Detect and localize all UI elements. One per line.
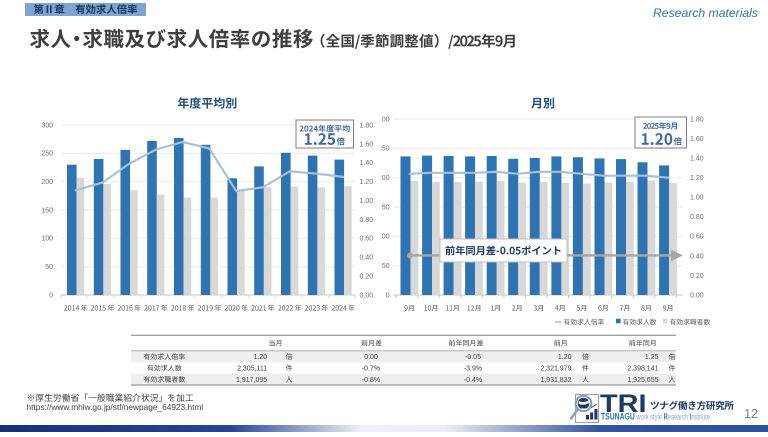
svg-text:0.00: 0.00 [690, 292, 704, 299]
svg-text:1.80: 1.80 [690, 116, 704, 123]
svg-text:1,917,095: 1,917,095 [236, 377, 267, 384]
svg-text:1.60: 1.60 [690, 136, 704, 143]
svg-text:1.20: 1.20 [558, 354, 572, 361]
svg-text:200: 200 [41, 179, 53, 186]
svg-text:1.40: 1.40 [360, 160, 374, 167]
svg-text:1.25: 1.25 [645, 354, 659, 361]
svg-text:1.20: 1.20 [360, 179, 374, 186]
svg-text:1.20: 1.20 [690, 175, 704, 182]
svg-text:150: 150 [41, 207, 53, 214]
svg-text:2,398,141: 2,398,141 [627, 366, 658, 373]
svg-text:0.00: 0.00 [364, 354, 378, 361]
svg-text:-0.7%: -0.7% [362, 366, 380, 373]
svg-text:0.80: 0.80 [690, 214, 704, 221]
svg-text:0.00: 0.00 [360, 292, 374, 299]
svg-text:1.00: 1.00 [360, 198, 374, 205]
svg-text:0.80: 0.80 [360, 217, 374, 224]
svg-text:0.20: 0.20 [360, 274, 374, 281]
svg-text:1,925,655: 1,925,655 [627, 377, 658, 384]
svg-text:https://www.mhlw.go.jp/stf/new: https://www.mhlw.go.jp/stf/newpage_64923… [27, 402, 204, 412]
svg-text:300: 300 [41, 122, 53, 129]
svg-text:250: 250 [41, 151, 53, 158]
svg-text:12: 12 [744, 407, 758, 421]
svg-text:50: 50 [382, 146, 390, 153]
svg-text:Research materials: Research materials [653, 6, 758, 20]
svg-text:1.40: 1.40 [690, 156, 704, 163]
svg-text:1.60: 1.60 [360, 141, 374, 148]
svg-text:00: 00 [382, 175, 390, 182]
svg-text:-3.9%: -3.9% [464, 366, 482, 373]
svg-text:0.60: 0.60 [360, 236, 374, 243]
svg-text:0.20: 0.20 [690, 273, 704, 280]
svg-text:-0.05: -0.05 [465, 354, 481, 361]
svg-text:1.20: 1.20 [254, 354, 268, 361]
svg-text:-0.4%: -0.4% [464, 377, 482, 384]
svg-text:1.00: 1.00 [690, 195, 704, 202]
svg-text:TRI: TRI [600, 390, 647, 418]
svg-text:0.60: 0.60 [690, 234, 704, 241]
svg-text:0: 0 [49, 292, 53, 299]
svg-text:0.40: 0.40 [360, 255, 374, 262]
svg-text:100: 100 [41, 236, 53, 243]
svg-text:1,931,832: 1,931,832 [540, 377, 571, 384]
svg-text:50: 50 [382, 204, 390, 211]
svg-text:00: 00 [382, 234, 390, 241]
svg-text:2,305,111: 2,305,111 [237, 366, 267, 373]
svg-text:0.40: 0.40 [690, 253, 704, 260]
svg-text:-0.8%: -0.8% [362, 377, 380, 384]
svg-text:2,321,979: 2,321,979 [540, 366, 571, 373]
svg-text:00: 00 [382, 116, 390, 123]
svg-text:0: 0 [386, 292, 390, 299]
svg-text:50: 50 [45, 264, 53, 271]
svg-text:50: 50 [382, 263, 390, 270]
svg-text:1.80: 1.80 [360, 122, 374, 129]
svg-text:TSUNAGU work style Research In: TSUNAGU work style Research Institute [601, 412, 710, 423]
